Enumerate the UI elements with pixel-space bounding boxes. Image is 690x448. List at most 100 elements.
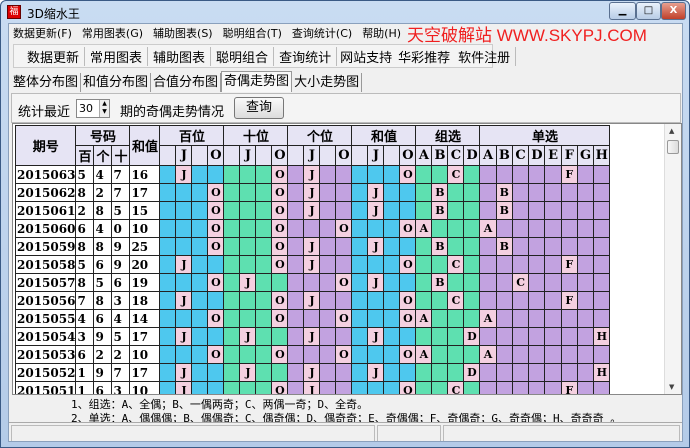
sum-cell	[351, 255, 369, 274]
zuxuan-mark: D	[463, 327, 481, 346]
shi-cell	[223, 219, 241, 238]
bai-parity-mark: O	[207, 345, 225, 364]
tab-overall-distribution[interactable]: 整体分布图	[11, 73, 82, 92]
danxuan-cell	[511, 255, 530, 274]
zuxuan-cell	[447, 183, 465, 202]
danxuan-mark: A	[479, 345, 497, 364]
window-title: 3D缩水王	[27, 7, 80, 21]
minimize-button[interactable]: ▁	[609, 2, 636, 20]
shi-cell	[239, 345, 257, 364]
scroll-up-icon[interactable]: ▲	[669, 127, 675, 135]
digit-cell: 4	[93, 165, 113, 184]
sum-cell	[383, 237, 401, 256]
menu-common-charts[interactable]: 常用图表(G)	[81, 27, 144, 40]
ge-cell	[335, 327, 353, 346]
title-bar[interactable]: 福 3D缩水王 ▁ □ X	[1, 1, 689, 23]
menu-smart-combo[interactable]: 聪明组合(T)	[222, 27, 282, 40]
digit-cell: 3	[75, 327, 95, 346]
sum-cell	[351, 381, 369, 394]
danxuan-cell	[479, 273, 497, 292]
tab-sum-distribution[interactable]: 和值分布图	[81, 73, 152, 92]
toolbar-common-charts[interactable]: 常用图表	[85, 46, 149, 66]
header-zuxuan: 组选	[415, 125, 481, 146]
tab-big-small-trend[interactable]: 大小走势图	[292, 73, 363, 92]
digit-cell: 2	[75, 201, 95, 220]
danxuan-cell	[479, 381, 497, 394]
legend-zuxuan: 1、组选：A、全偶；B、一偶两奇；C、两偶一奇；D、全奇。	[71, 398, 369, 411]
ge-cell	[335, 183, 353, 202]
danxuan-cell	[576, 327, 595, 346]
maximize-button[interactable]: □	[636, 2, 661, 20]
query-button[interactable]: 查询	[234, 97, 284, 119]
sum-cell: 25	[129, 237, 161, 256]
shi-cell	[239, 237, 257, 256]
scroll-down-icon[interactable]: ▼	[669, 383, 675, 391]
period-count-value[interactable]: 30	[79, 102, 93, 115]
bai-cell	[159, 345, 177, 364]
danxuan-cell	[576, 183, 595, 202]
zuxuan-cell	[463, 345, 481, 364]
tab-combined-distribution[interactable]: 合值分布图	[151, 73, 222, 92]
zuxuan-cell	[463, 381, 481, 394]
ge-cell	[319, 237, 337, 256]
ge-cell	[287, 237, 305, 256]
header-digit-1: 个	[93, 145, 113, 166]
bai-cell	[191, 255, 209, 274]
sum-parity-mark: O	[399, 255, 417, 274]
digit-cell: 2	[111, 345, 131, 364]
query-prefix-label: 统计最近	[18, 105, 71, 120]
danxuan-mark: A	[479, 309, 497, 328]
period-cell: 2015054	[14, 327, 77, 346]
sum-cell	[399, 237, 417, 256]
table-row: 2015055 4 6 4 14 O O O O A A	[14, 309, 611, 328]
shi-cell	[223, 255, 241, 274]
bai-cell	[191, 273, 209, 292]
ge-cell	[335, 381, 353, 394]
sum-cell	[383, 345, 401, 364]
menu-query-stats[interactable]: 查询统计(C)	[291, 27, 353, 40]
menu-data-update[interactable]: 数据更新(F)	[13, 27, 72, 40]
ge-parity-mark: O	[335, 345, 353, 364]
shi-cell	[223, 201, 241, 220]
bai-cell	[191, 327, 209, 346]
sum-parity-mark: J	[367, 201, 385, 220]
toolbar-query-stats[interactable]: 查询统计	[274, 46, 338, 66]
toolbar-smart-combo[interactable]: 聪明组合	[211, 46, 275, 66]
bai-cell	[191, 291, 209, 310]
danxuan-cell	[544, 309, 562, 328]
header-parity-sub	[191, 145, 209, 166]
digit-cell: 5	[111, 201, 131, 220]
digit-cell: 5	[75, 255, 95, 274]
zuxuan-cell	[431, 345, 449, 364]
bai-parity-mark: O	[207, 201, 225, 220]
scroll-thumb[interactable]	[667, 140, 679, 154]
header-sum: 和值	[129, 125, 161, 166]
vertical-scrollbar[interactable]: ▲ ▼	[664, 124, 681, 394]
toolbar-register[interactable]: 软件注册	[453, 46, 517, 66]
toolbar-site-support[interactable]: 网站支持	[340, 50, 393, 66]
close-button[interactable]: X	[661, 2, 686, 20]
tab-odd-even-trend[interactable]: 奇偶走势图	[221, 71, 293, 92]
sum-cell	[351, 273, 369, 292]
menu-help[interactable]: 帮助(H)	[362, 27, 402, 40]
toolbar-recommend[interactable]: 华彩推荐	[398, 50, 451, 66]
spin-arrows-icon[interactable]: ▲ ▼	[99, 100, 109, 117]
danxuan-cell	[479, 291, 497, 310]
sum-cell	[367, 381, 385, 394]
zuxuan-cell	[447, 327, 465, 346]
bai-cell	[191, 237, 209, 256]
bai-cell	[191, 201, 209, 220]
shi-cell	[223, 327, 241, 346]
danxuan-cell	[528, 255, 546, 274]
digit-cell: 7	[111, 363, 131, 382]
period-count-stepper[interactable]: 30 ▲ ▼	[76, 99, 110, 118]
menu-aux-charts[interactable]: 辅助图表(S)	[153, 27, 213, 40]
header-danxuan-d: D	[528, 145, 546, 166]
danxuan-cell	[528, 165, 546, 184]
shi-cell	[223, 165, 241, 184]
toolbar-data-update[interactable]: 数据更新	[22, 46, 86, 66]
header-danxuan-g: G	[576, 145, 595, 166]
shi-cell	[223, 237, 241, 256]
danxuan-cell	[576, 273, 595, 292]
toolbar-aux-charts[interactable]: 辅助图表	[148, 46, 212, 66]
